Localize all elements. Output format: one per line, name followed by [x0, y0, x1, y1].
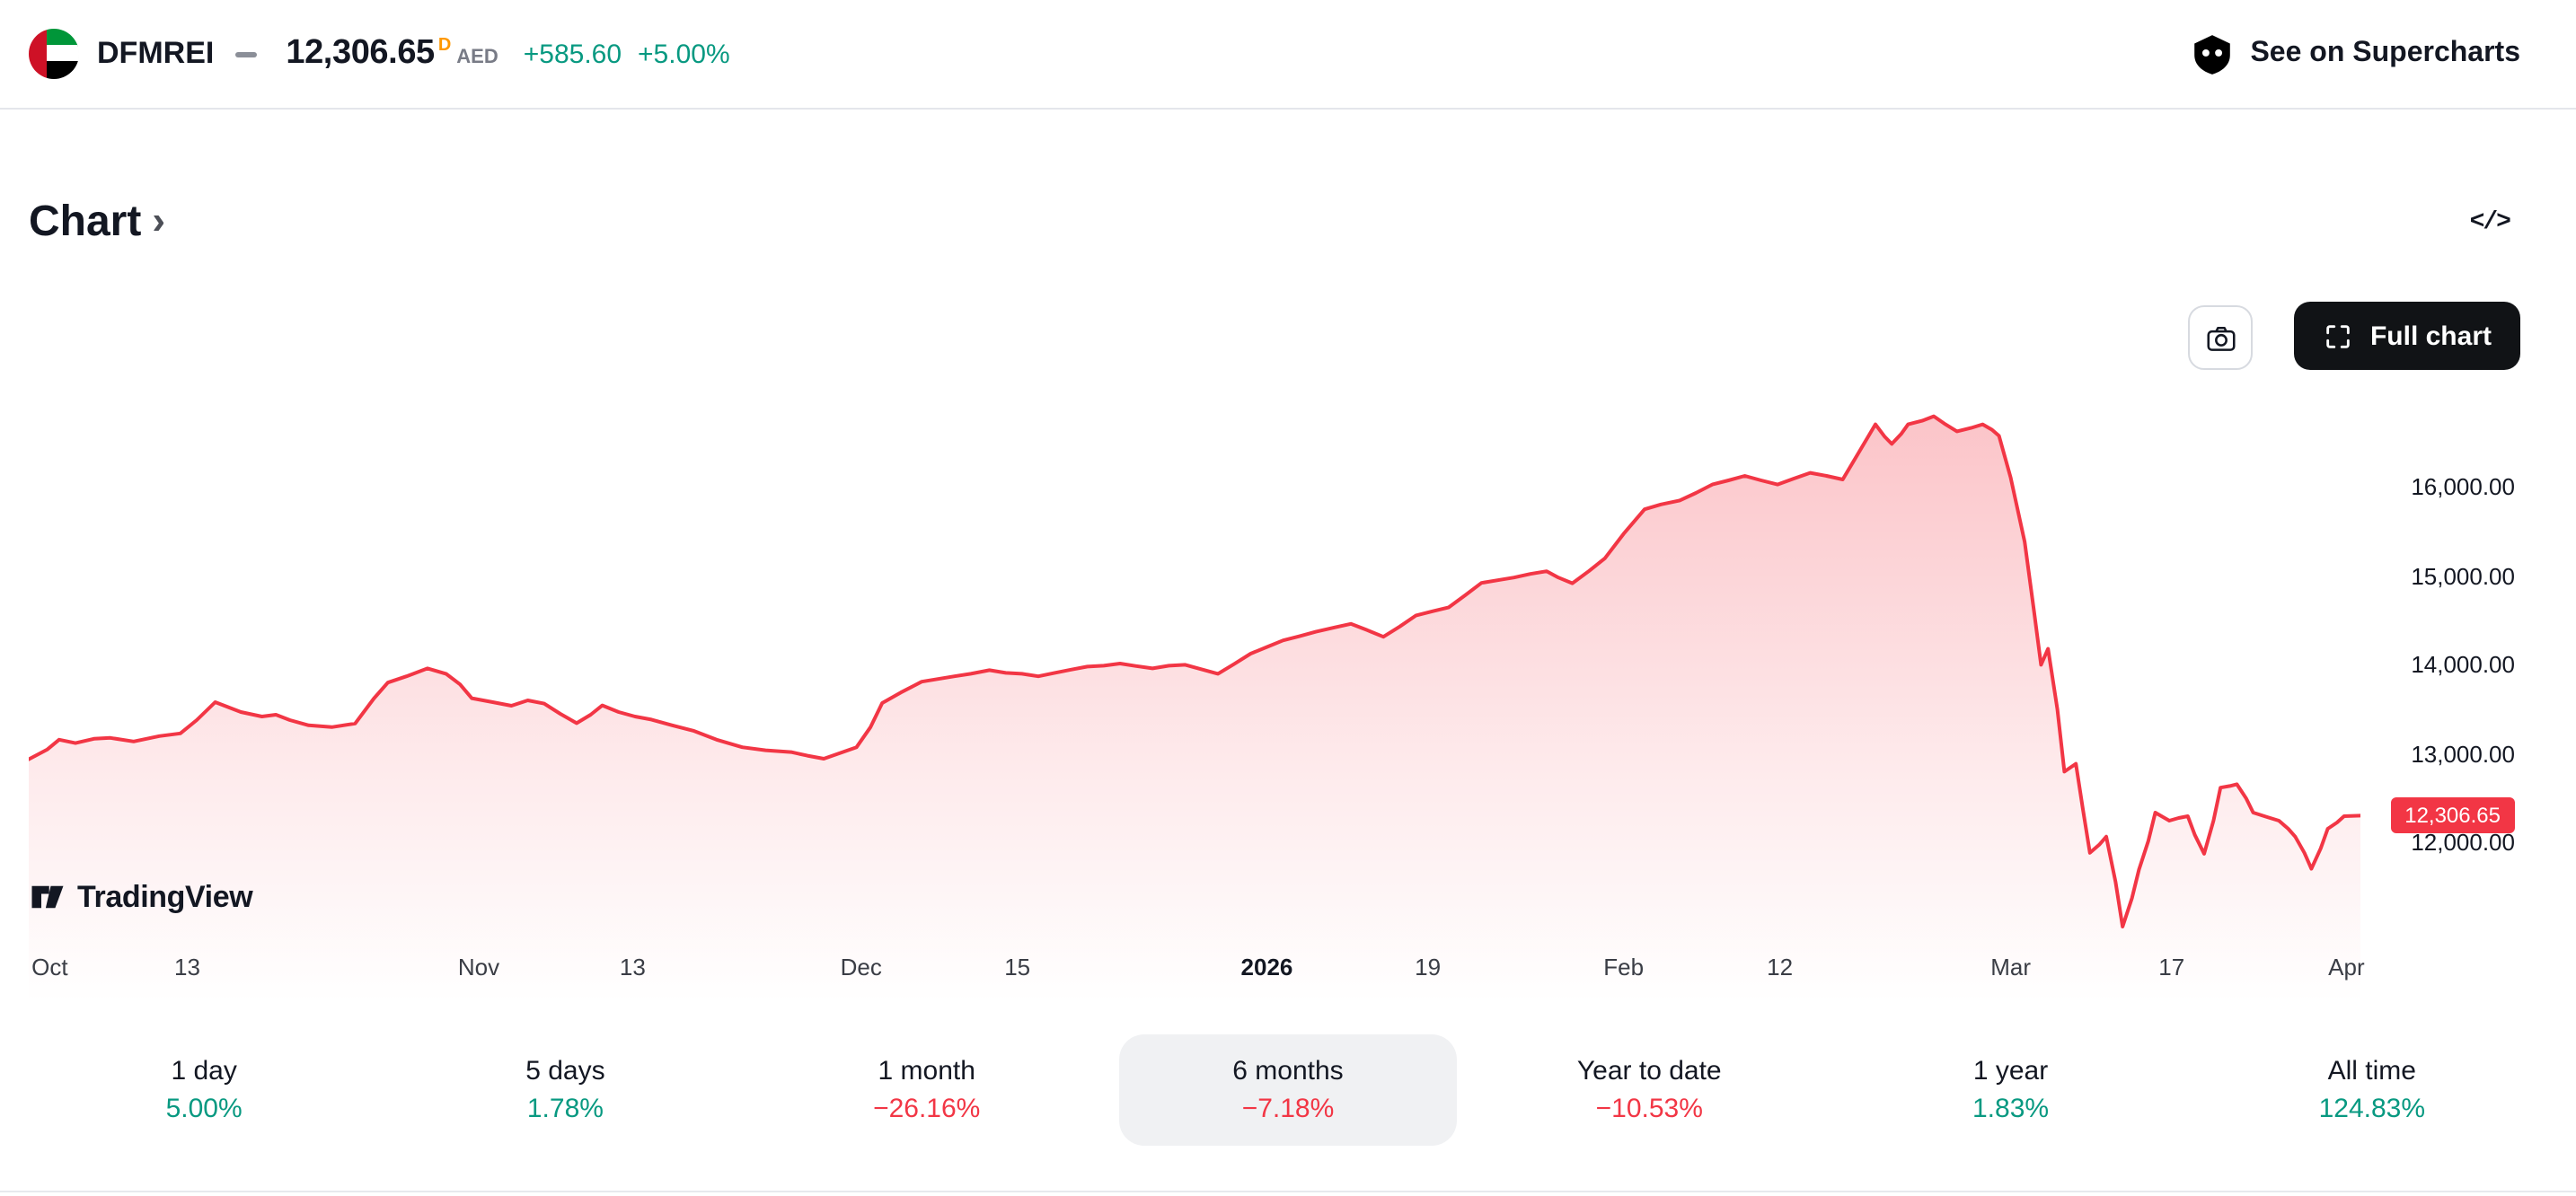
price-axis-label: 16,000.00	[2411, 473, 2515, 500]
time-axis-label: 19	[1415, 954, 1442, 981]
time-axis-label: Oct	[31, 954, 68, 981]
time-axis-label: 12	[1767, 954, 1794, 981]
period-1-month[interactable]: 1 month −26.16%	[759, 1034, 1095, 1146]
price-line	[29, 414, 2360, 928]
symbol-header: DFMREI 12,306.65 D AED +585.60 +5.00% Se…	[0, 0, 2576, 110]
price-area-chart[interactable]	[29, 287, 2360, 1006]
price-axis-label: 14,000.00	[2411, 651, 2515, 679]
period-change-value: 5.00%	[165, 1094, 243, 1124]
last-price-badge: 12,306.65	[2390, 797, 2515, 834]
see-on-supercharts-link[interactable]: See on Supercharts	[2189, 31, 2520, 76]
period-label: 5 days	[525, 1056, 605, 1086]
change-absolute: +585.60	[523, 39, 622, 69]
time-axis-label: 17	[2158, 954, 2185, 981]
uae-flag-icon	[29, 29, 79, 79]
change-group: +585.60 +5.00%	[524, 39, 730, 69]
period-label: 6 months	[1232, 1056, 1344, 1086]
price-axis-label: 13,000.00	[2411, 740, 2515, 768]
period-change-value: 1.78%	[526, 1094, 604, 1124]
price-axis-label: 15,000.00	[2411, 562, 2515, 590]
time-axis-label: Nov	[457, 954, 500, 981]
time-axis-label: 2026	[1240, 954, 1293, 981]
tradingview-watermark-label: TradingView	[77, 879, 253, 913]
tradingview-logo-icon	[31, 885, 64, 909]
separator-dash-icon	[235, 51, 258, 57]
bottom-divider	[0, 1191, 2576, 1192]
time-axis-label: 13	[619, 954, 646, 981]
period-year-to-date[interactable]: Year to date −10.53%	[1481, 1034, 1817, 1146]
area-fill	[29, 416, 2360, 1006]
section-title: Chart	[29, 198, 142, 246]
period-label: 1 day	[171, 1056, 237, 1086]
see-on-supercharts-label: See on Supercharts	[2250, 38, 2520, 68]
period-change-value: −7.18%	[1241, 1094, 1335, 1124]
price-group: 12,306.65 D AED	[286, 34, 498, 74]
period-label: Year to date	[1576, 1056, 1722, 1086]
last-price-text: 12,306.65	[286, 34, 435, 72]
period-1-day[interactable]: 1 day 5.00%	[36, 1034, 372, 1146]
embed-code-icon[interactable]: </>	[2469, 208, 2511, 237]
currency-label: AED	[456, 47, 498, 68]
symbol-ticker[interactable]: DFMREI	[97, 36, 215, 70]
chevron-right-icon: ›	[152, 198, 165, 242]
full-chart-button[interactable]: Full chart	[2294, 302, 2520, 370]
time-axis: Oct 13 Nov 13 Dec 15 2026 19 Feb 12 Mar 17 Apr	[29, 954, 2365, 986]
period-change-value: −10.53%	[1595, 1094, 1703, 1124]
tradingview-watermark-link[interactable]: TradingView	[29, 878, 253, 916]
change-percent: +5.00%	[638, 39, 730, 69]
time-axis-label: Dec	[840, 954, 882, 981]
period-all-time[interactable]: All time 124.83%	[2204, 1034, 2540, 1146]
camera-icon	[2206, 326, 2235, 350]
time-axis-label: Apr	[2328, 954, 2365, 981]
period-change-value: 124.83%	[2318, 1094, 2426, 1124]
fullscreen-icon	[2327, 324, 2351, 347]
period-change-value: −26.16%	[873, 1094, 981, 1124]
period-selector: 1 day 5.00% 5 days 1.78% 1 month −26.16% 6 mon…	[23, 1034, 2553, 1146]
period-label: 1 month	[878, 1056, 975, 1086]
time-axis-label: 15	[1004, 954, 1031, 981]
period-5-days[interactable]: 5 days 1.78%	[397, 1034, 733, 1146]
period-label: All time	[2327, 1056, 2416, 1086]
period-change-value: 1.83%	[1972, 1094, 2050, 1124]
tradingview-mask-icon	[2193, 34, 2230, 74]
time-axis-label: 13	[174, 954, 200, 981]
snapshot-button[interactable]	[2188, 305, 2253, 370]
delayed-data-flag: D	[437, 36, 452, 56]
time-axis-label: Feb	[1603, 954, 1645, 981]
time-axis-label: Mar	[1990, 954, 2031, 981]
price-axis-label: 12,000.00	[2411, 829, 2515, 857]
period-1-year[interactable]: 1 year 1.83%	[1842, 1034, 2178, 1146]
period-6-months[interactable]: 6 months −7.18%	[1119, 1034, 1457, 1146]
period-label: 1 year	[1972, 1056, 2049, 1086]
full-chart-label: Full chart	[2369, 321, 2492, 351]
chart-section-link[interactable]: Chart ›	[29, 198, 165, 248]
